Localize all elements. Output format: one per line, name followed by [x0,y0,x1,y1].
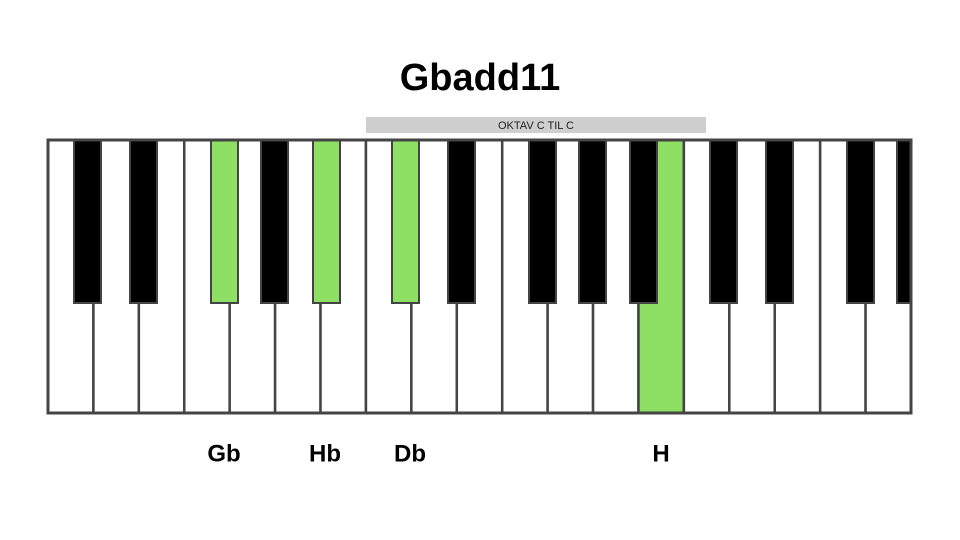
black-key [73,139,102,304]
black-key [447,139,476,304]
note-label: Hb [309,440,341,467]
octave-label: OKTAV C TIL C [498,120,574,132]
black-key [528,139,557,304]
black-key [129,139,158,304]
black-key-active [312,139,341,304]
black-key [260,139,289,304]
black-key [709,139,738,304]
black-key [629,139,658,304]
note-label: Gb [207,440,240,467]
note-label: Db [394,440,426,467]
black-key-active [391,139,420,304]
note-label: H [652,440,669,467]
black-key [578,139,607,304]
octave-bar [366,117,706,133]
keyboard [46,138,913,415]
black-key [896,139,912,304]
keyboard-border [46,138,913,415]
black-key [846,139,875,304]
chord-title: Gbadd11 [400,57,561,99]
black-key-active [210,139,239,304]
black-key [765,139,794,304]
